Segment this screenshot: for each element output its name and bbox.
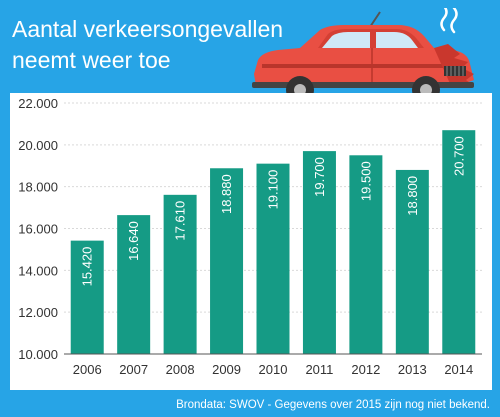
x-tick-label: 2011 [305, 362, 333, 377]
y-tick-label: 10.000 [18, 347, 58, 362]
x-tick-label: 2013 [398, 362, 427, 377]
bar [163, 194, 197, 354]
bar [442, 130, 476, 354]
y-tick-label: 14.000 [18, 263, 58, 278]
bar [302, 151, 336, 354]
bar-value-label: 19.500 [358, 161, 373, 201]
x-tick-label: 2008 [166, 362, 195, 377]
bar-chart: 10.000 12.000 14.000 16.000 18.000 20.000 22.0… [18, 96, 482, 377]
x-tick-label: 2014 [444, 362, 473, 377]
chart-title: Aantal verkeersongevallen neemt weer toe [12, 14, 283, 76]
bar-value-label: 20.700 [451, 136, 466, 176]
bar-value-label: 17.610 [173, 201, 188, 241]
plot-panel: 10.000 12.000 14.000 16.000 18.000 20.000 22.0… [10, 93, 492, 390]
bar [256, 163, 290, 354]
bar [349, 155, 383, 354]
bar-value-label: 19.100 [266, 170, 281, 210]
bar [395, 169, 429, 354]
x-tick-label: 2007 [119, 362, 148, 377]
bar-value-label: 15.420 [80, 247, 95, 287]
bar-value-label: 19.700 [312, 157, 327, 197]
bar-value-label: 16.640 [126, 221, 141, 261]
y-tick-label: 12.000 [18, 305, 58, 320]
source-note: Brondata: SWOV - Gegevens over 2015 zijn… [176, 399, 490, 411]
y-tick-label: 16.000 [18, 222, 58, 237]
bar [70, 240, 104, 354]
x-tick-label: 2009 [212, 362, 241, 377]
bar [117, 215, 151, 354]
bar-value-label: 18.800 [405, 176, 420, 216]
title-line-1: Aantal verkeersongevallen [12, 16, 284, 42]
bar [210, 168, 244, 354]
x-tick-label: 2010 [259, 362, 288, 377]
y-tick-label: 20.000 [18, 138, 58, 153]
bar-value-label: 18.880 [219, 174, 234, 214]
y-tick-label: 22.000 [18, 96, 58, 111]
title-line-2: neemt weer toe [12, 47, 171, 73]
crashed-car-icon [252, 8, 476, 107]
x-tick-label: 2006 [73, 362, 102, 377]
y-tick-label: 18.000 [18, 180, 58, 195]
x-tick-label: 2012 [351, 362, 380, 377]
